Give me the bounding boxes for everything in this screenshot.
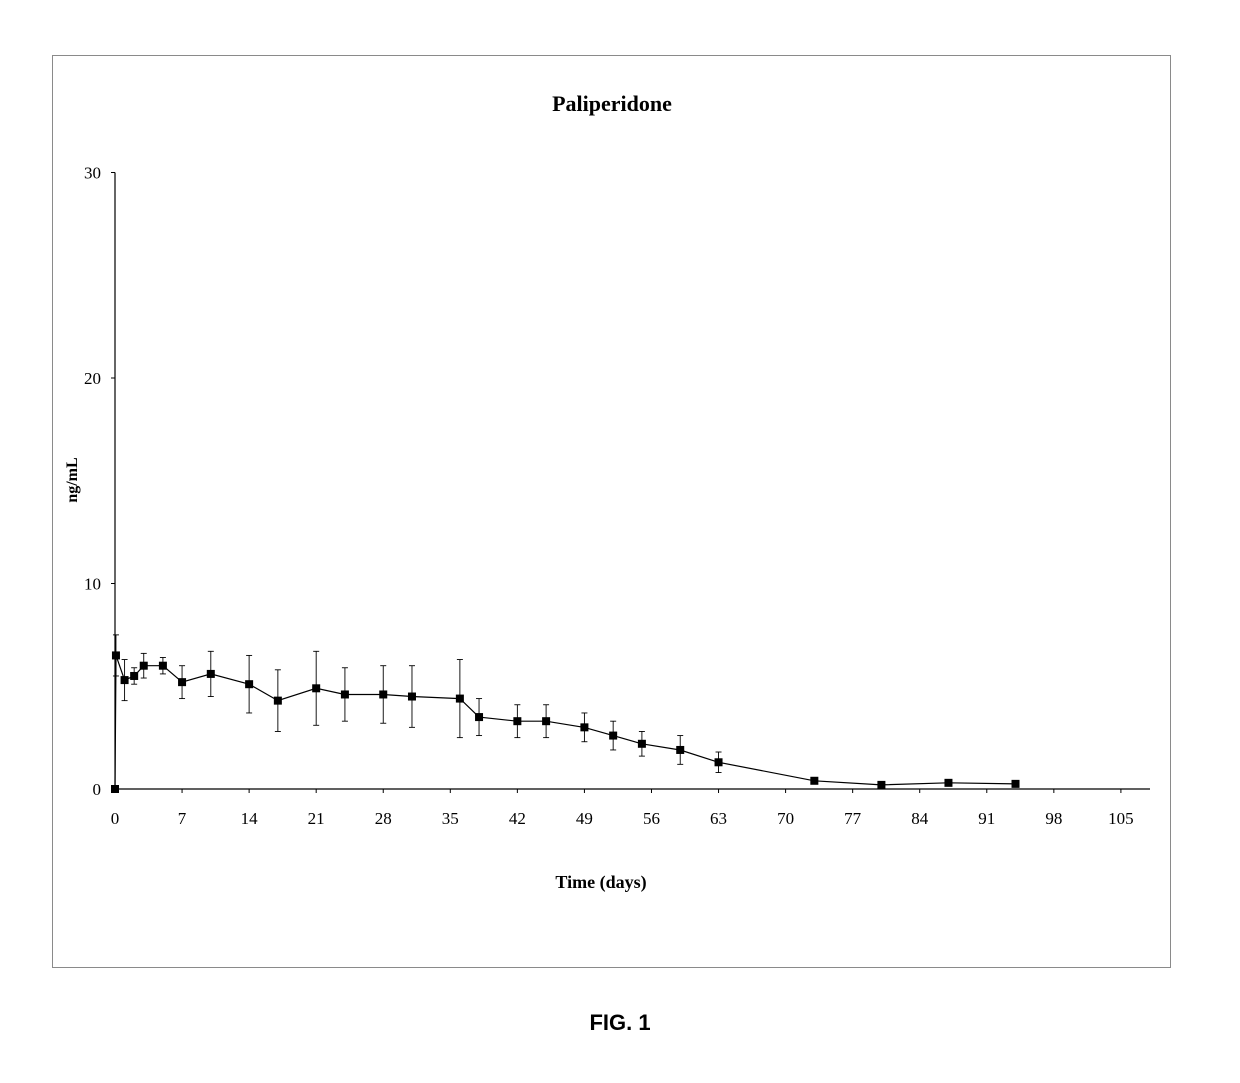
data-point <box>456 695 464 703</box>
x-tick-label: 84 <box>911 809 929 828</box>
x-tick-label: 7 <box>178 809 187 828</box>
chart-title: Paliperidone <box>552 91 672 116</box>
x-tick-label: 49 <box>576 809 593 828</box>
data-point <box>1012 780 1020 788</box>
x-tick-label: 70 <box>777 809 794 828</box>
x-tick-label: 91 <box>978 809 995 828</box>
y-tick-label: 30 <box>84 164 101 183</box>
data-point <box>676 746 684 754</box>
x-tick-label: 21 <box>308 809 325 828</box>
data-point <box>274 697 282 705</box>
data-markers <box>111 651 1020 793</box>
data-point <box>112 651 120 659</box>
data-point <box>341 690 349 698</box>
data-point <box>580 723 588 731</box>
data-point <box>408 693 416 701</box>
data-point <box>379 690 387 698</box>
data-point <box>111 785 119 793</box>
data-point <box>513 717 521 725</box>
y-tick-label: 0 <box>93 780 102 799</box>
data-point <box>207 670 215 678</box>
error-bars <box>113 635 722 773</box>
data-point <box>638 740 646 748</box>
series-line <box>115 655 1016 789</box>
x-tick-label: 42 <box>509 809 526 828</box>
data-point <box>159 662 167 670</box>
data-point <box>245 680 253 688</box>
x-tick-label: 14 <box>241 809 259 828</box>
data-point <box>121 676 129 684</box>
data-point <box>542 717 550 725</box>
y-tick-label: 20 <box>84 369 101 388</box>
data-point <box>609 732 617 740</box>
data-point <box>877 781 885 789</box>
x-axis-label: Time (days) <box>555 872 646 893</box>
y-tick-label: 10 <box>84 575 101 594</box>
data-point <box>130 672 138 680</box>
x-tick-label: 0 <box>111 809 120 828</box>
data-point <box>810 777 818 785</box>
data-point <box>944 779 952 787</box>
x-tick-label: 105 <box>1108 809 1134 828</box>
x-tick-label: 63 <box>710 809 727 828</box>
data-point <box>140 662 148 670</box>
data-point <box>475 713 483 721</box>
x-tick-label: 35 <box>442 809 459 828</box>
x-tick-label: 56 <box>643 809 660 828</box>
y-axis-label: ng/mL <box>64 457 81 502</box>
x-tick-label: 28 <box>375 809 392 828</box>
axes: 0 10 20 30 0 7 14 21 28 35 42 49 56 63 70 77 84 91 98 105 <box>84 164 1150 829</box>
data-point <box>312 684 320 692</box>
data-point <box>715 758 723 766</box>
x-tick-label: 98 <box>1045 809 1062 828</box>
x-tick-label: 77 <box>844 809 862 828</box>
figure-caption: FIG. 1 <box>0 1010 1240 1036</box>
data-point <box>178 678 186 686</box>
series-line-layer <box>115 655 1016 789</box>
